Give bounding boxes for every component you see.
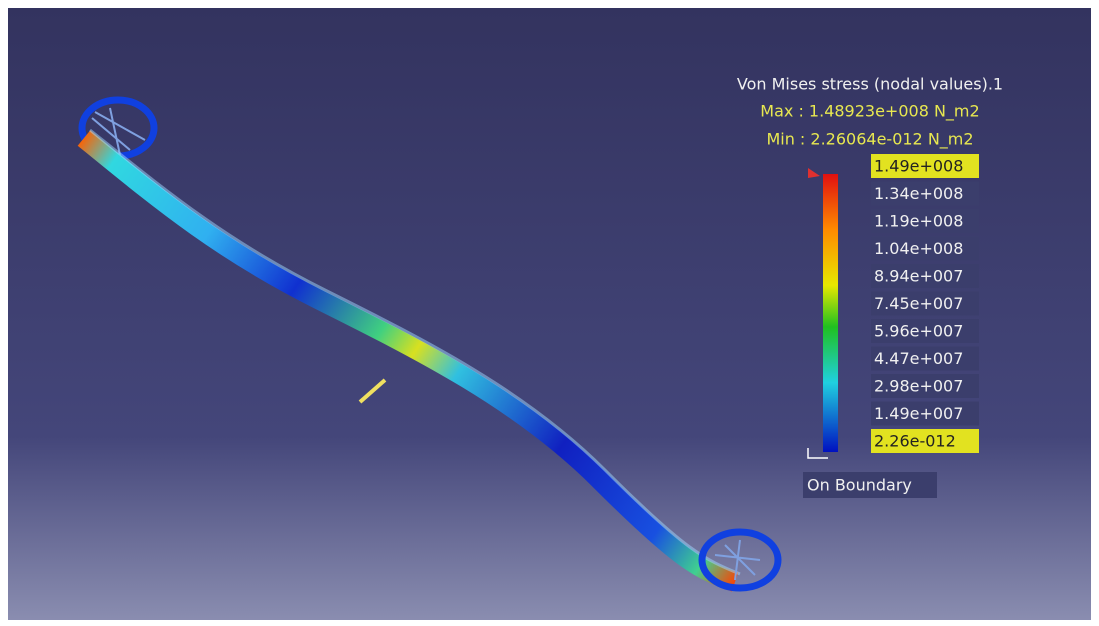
legend-label: 1.49e+008 [874,157,963,176]
legend-label: 2.26e-012 [874,432,956,451]
legend-label: 8.94e+007 [874,267,963,286]
legend-label: 1.49e+007 [874,404,963,423]
legend-label: 5.96e+007 [874,322,963,341]
color-scale [823,174,838,452]
legend-label: 7.45e+007 [874,294,963,313]
legend-max: Max : 1.48923e+008 N_m2 [760,102,979,122]
legend-label: 1.19e+008 [874,212,963,231]
legend-min: Min : 2.26064e-012 N_m2 [766,130,973,150]
legend-label: 1.04e+008 [874,239,963,258]
legend-title: Von Mises stress (nodal values).1 [737,75,1003,94]
page: Von Mises stress (nodal values).1 Max : … [0,0,1099,626]
legend-label: 1.34e+008 [874,184,963,203]
legend-label: 4.47e+007 [874,349,963,368]
viewport: Von Mises stress (nodal values).1 Max : … [0,0,1099,626]
boundary-label: On Boundary [807,476,912,495]
legend-label: 2.98e+007 [874,377,963,396]
